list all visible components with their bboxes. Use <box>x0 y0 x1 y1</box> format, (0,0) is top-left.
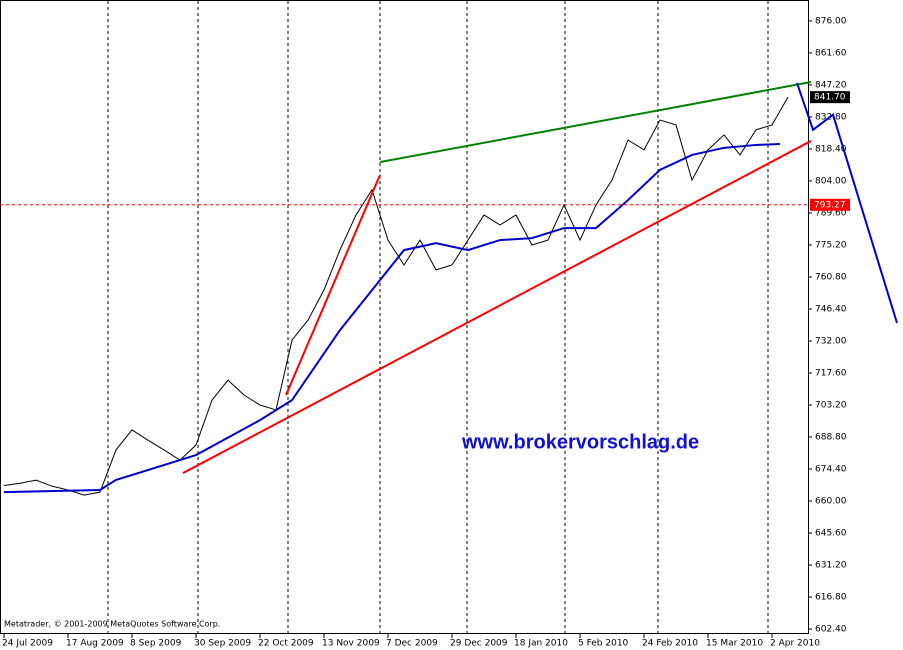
y-tick-label: 804.00 <box>815 176 847 186</box>
y-tick-label: 775.20 <box>815 240 847 250</box>
y-tick-label: 760.80 <box>815 272 847 282</box>
y-tick-label: 660.00 <box>815 497 847 507</box>
y-tick-label: 847.20 <box>815 80 847 90</box>
y-tick-label: 717.60 <box>815 369 847 379</box>
x-tick-label: 30 Sep 2009 <box>194 639 251 649</box>
y-tick-label: 818.40 <box>815 144 847 154</box>
y-tick-label: 631.20 <box>815 561 847 571</box>
x-tick-label: 15 Mar 2010 <box>706 639 763 649</box>
y-tick-label: 861.60 <box>815 48 847 58</box>
watermark: www.brokervorschlag.de <box>461 431 699 453</box>
series-line <box>3 96 789 496</box>
x-tick-label: 22 Oct 2009 <box>258 639 314 649</box>
series-line <box>182 140 812 474</box>
y-tick-label: 789.60 <box>815 208 847 218</box>
y-tick-label: 674.40 <box>815 465 847 475</box>
x-tick-label: 24 Jul 2009 <box>2 639 53 649</box>
y-tick-label: 876.00 <box>815 16 847 26</box>
y-tick-label: 645.60 <box>815 529 847 539</box>
y-tick-label: 746.40 <box>815 304 847 314</box>
x-tick-label: 24 Feb 2010 <box>642 639 698 649</box>
price-box <box>810 91 850 104</box>
series-line <box>285 174 381 396</box>
series-line <box>796 82 898 324</box>
y-tick-label: 688.80 <box>815 433 847 443</box>
x-tick-label: 5 Feb 2010 <box>578 639 629 649</box>
y-tick-label: 703.20 <box>815 401 847 411</box>
x-tick-label: 13 Nov 2009 <box>322 639 380 649</box>
price-box <box>810 198 850 211</box>
series-line <box>3 143 781 494</box>
price-label: 793.27 <box>814 200 846 210</box>
x-tick-label: 29 Dec 2009 <box>450 639 508 649</box>
copyright: Metatrader, © 2001-2009 MetaQuotes Softw… <box>4 620 220 629</box>
y-tick-label: 616.80 <box>815 593 847 603</box>
x-tick-label: 7 Dec 2009 <box>386 639 438 649</box>
y-tick-label: 732.00 <box>815 337 847 347</box>
x-tick-label: 2 Apr 2010 <box>770 639 820 649</box>
x-tick-label: 17 Aug 2009 <box>66 639 124 649</box>
price-label: 841.70 <box>814 93 846 103</box>
x-tick-label: 18 Jan 2010 <box>514 639 568 649</box>
x-tick-label: 8 Sep 2009 <box>130 639 182 649</box>
plot-frame <box>0 0 809 634</box>
y-tick-label: 602.40 <box>815 625 847 635</box>
series-line <box>379 81 812 164</box>
